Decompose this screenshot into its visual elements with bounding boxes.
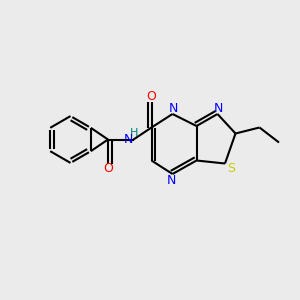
Text: O: O	[147, 89, 156, 103]
Text: N: N	[168, 101, 178, 115]
Text: O: O	[103, 162, 113, 176]
Text: H: H	[130, 128, 138, 138]
Text: N: N	[123, 133, 133, 146]
Text: N: N	[167, 174, 176, 187]
Text: S: S	[228, 161, 236, 175]
Text: N: N	[213, 101, 223, 115]
